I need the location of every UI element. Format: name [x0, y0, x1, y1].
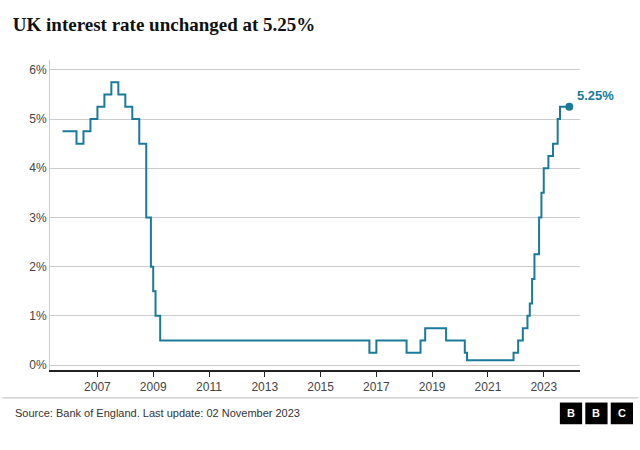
svg-text:1%: 1% [29, 309, 47, 323]
svg-text:2009: 2009 [140, 380, 167, 394]
svg-text:B: B [592, 407, 600, 419]
svg-text:5.25%: 5.25% [577, 88, 614, 103]
svg-text:2011: 2011 [196, 380, 222, 394]
svg-text:5%: 5% [29, 112, 47, 126]
svg-text:2015: 2015 [307, 380, 334, 394]
svg-text:C: C [618, 407, 626, 419]
svg-text:Source: Bank of England. Last: Source: Bank of England. Last update: 02… [15, 407, 300, 419]
svg-text:2013: 2013 [251, 380, 278, 394]
svg-text:3%: 3% [29, 211, 47, 225]
svg-text:UK interest rate unchanged at: UK interest rate unchanged at 5.25% [13, 14, 316, 35]
svg-text:2021: 2021 [475, 380, 502, 394]
svg-text:0%: 0% [29, 358, 47, 372]
svg-text:2007: 2007 [84, 380, 111, 394]
svg-text:2023: 2023 [530, 380, 557, 394]
svg-text:2019: 2019 [419, 380, 446, 394]
svg-text:2017: 2017 [363, 380, 390, 394]
svg-text:4%: 4% [29, 161, 47, 175]
svg-text:B: B [567, 407, 575, 419]
svg-text:6%: 6% [29, 63, 47, 77]
svg-text:2%: 2% [29, 260, 47, 274]
